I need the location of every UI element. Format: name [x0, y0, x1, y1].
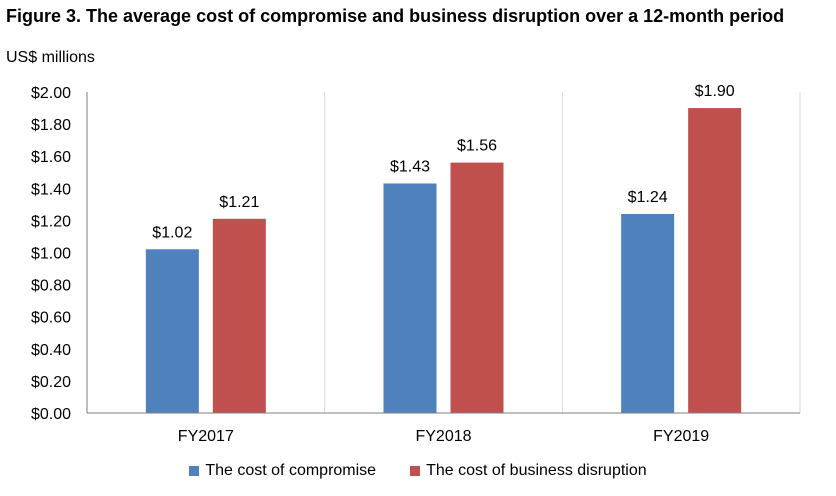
x-tick-label: FY2019	[653, 428, 709, 445]
data-label: $1.24	[628, 189, 668, 206]
data-label: $1.43	[390, 158, 430, 175]
axes	[86, 92, 800, 414]
y-tick-label: $0.20	[31, 374, 71, 391]
data-label: $1.02	[152, 224, 192, 241]
y-axis-labels: $0.00 $0.20 $0.40 $0.60 $0.80 $1.00 $1.20 $1.40…	[31, 85, 71, 423]
data-label: $1.56	[457, 138, 497, 155]
y-tick-label: $1.40	[31, 181, 71, 198]
y-tick-label: $1.20	[31, 213, 71, 230]
data-labels: $1.02 $1.21 $1.43 $1.56 $1.24 $1.90	[152, 83, 734, 241]
legend-item-compromise: The cost of compromise	[189, 462, 376, 480]
chart-legend: The cost of compromise The cost of busin…	[0, 462, 836, 480]
legend-label-compromise: The cost of compromise	[205, 462, 377, 479]
data-label: $1.90	[695, 83, 735, 100]
y-tick-label: $0.40	[31, 342, 71, 359]
legend-swatch-compromise	[189, 466, 200, 476]
gridlines	[324, 92, 801, 413]
bar-disruption-fy2017	[212, 218, 266, 413]
legend-item-disruption: The cost of business disruption	[410, 462, 647, 480]
bar-compromise-fy2018	[383, 183, 437, 413]
y-tick-label: $1.00	[31, 246, 71, 263]
y-tick-label: $2.00	[31, 85, 71, 102]
bar-disruption-fy2018	[450, 162, 504, 413]
data-label: $1.21	[219, 194, 259, 211]
chart-title: Figure 3. The average cost of compromise…	[6, 6, 785, 26]
bar-compromise-fy2019	[621, 213, 675, 413]
x-axis-labels: FY2017 FY2018 FY2019	[178, 428, 709, 445]
y-tick-label: $0.80	[31, 278, 71, 295]
bar-disruption-fy2019	[688, 108, 742, 414]
bars	[145, 108, 742, 414]
y-tick-label: $0.60	[31, 310, 71, 327]
legend-label-disruption: The cost of business disruption	[426, 462, 647, 479]
x-tick-label: FY2017	[178, 428, 234, 445]
bar-chart: $0.00 $0.20 $0.40 $0.60 $0.80 $1.00 $1.20 $1.40…	[31, 83, 801, 445]
y-tick-label: $1.80	[31, 117, 71, 134]
bar-compromise-fy2017	[145, 249, 199, 413]
y-tick-label: $0.00	[31, 406, 71, 423]
y-tick-label: $1.60	[31, 149, 71, 166]
legend-swatch-disruption	[410, 466, 421, 476]
x-tick-label: FY2018	[415, 428, 471, 445]
chart-subtitle: US$ millions	[6, 49, 95, 66]
